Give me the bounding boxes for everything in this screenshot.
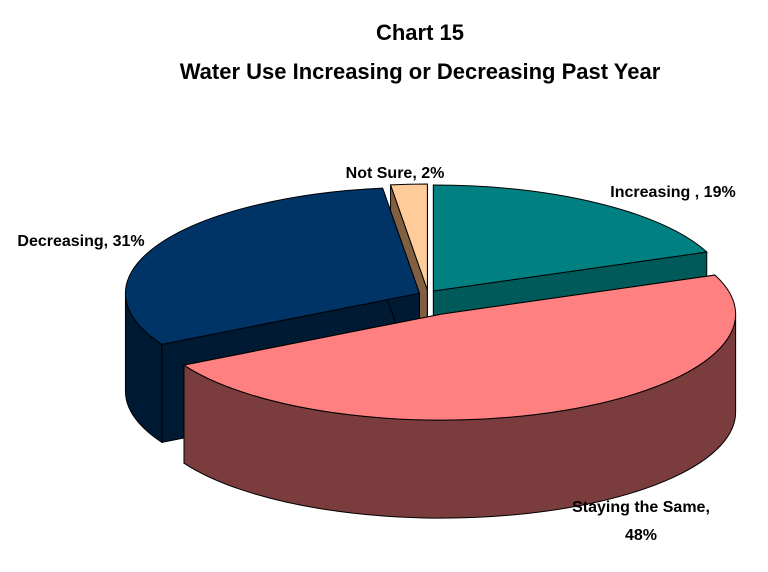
slice-label-staying-same-line1: Staying the Same, bbox=[572, 499, 710, 516]
slice-label-not-sure: Not Sure, 2% bbox=[346, 165, 445, 182]
slice-top-decreasing bbox=[125, 187, 421, 345]
slice-label-increasing: Increasing , 19% bbox=[610, 184, 735, 201]
slice-label-decreasing: Decreasing, 31% bbox=[17, 233, 144, 250]
slice-top-increasing bbox=[432, 184, 708, 292]
slice-staying-the-same bbox=[182, 274, 737, 519]
chart-title: Chart 15 bbox=[376, 20, 464, 45]
slice-top-staying-the-same bbox=[182, 274, 737, 421]
chart-subtitle: Water Use Increasing or Decreasing Past … bbox=[180, 59, 661, 84]
slice-top-not-sure bbox=[389, 183, 428, 291]
slice-labels: Not Sure, 2% Increasing , 19% Decreasing… bbox=[17, 165, 735, 544]
pie-slices bbox=[124, 183, 737, 519]
slice-label-staying-same-line2: 48% bbox=[625, 527, 657, 544]
